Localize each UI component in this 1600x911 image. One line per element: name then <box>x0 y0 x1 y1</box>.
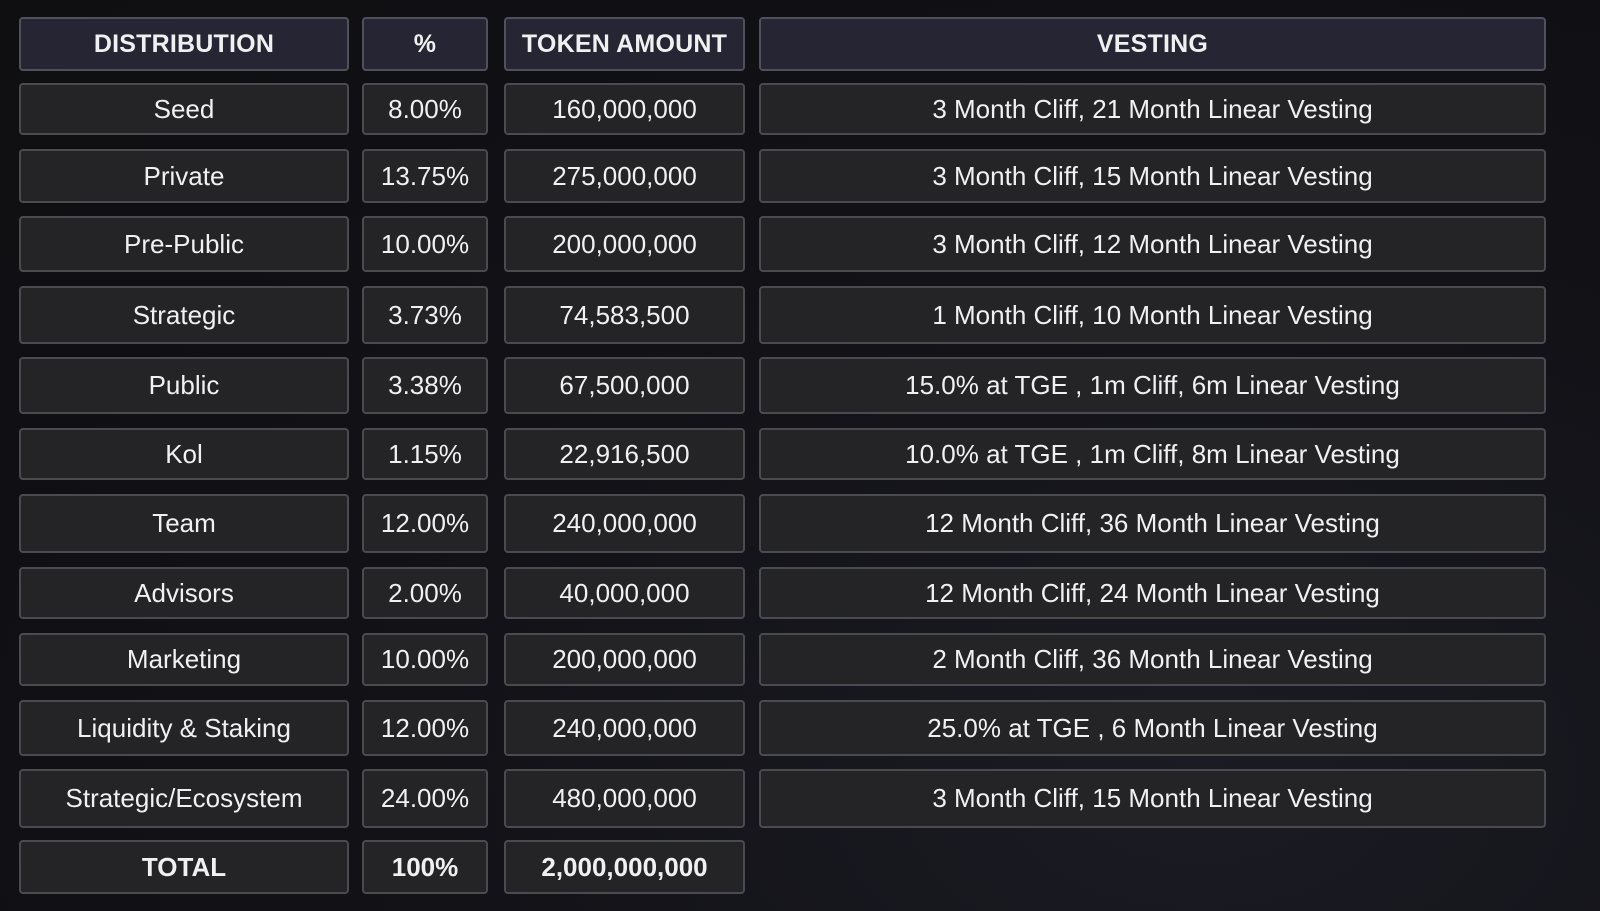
row-token-amount: 67,500,000 <box>504 357 745 414</box>
row-distribution: Pre-Public <box>19 216 349 272</box>
row-percent: 1.15% <box>362 428 488 480</box>
row-vesting: 12 Month Cliff, 24 Month Linear Vesting <box>759 567 1546 619</box>
row-token-amount: 275,000,000 <box>504 149 745 203</box>
row-vesting: 10.0% at TGE , 1m Cliff, 8m Linear Vesti… <box>759 428 1546 480</box>
row-vesting: 1 Month Cliff, 10 Month Linear Vesting <box>759 286 1546 344</box>
row-token-amount: 160,000,000 <box>504 83 745 135</box>
row-vesting: 3 Month Cliff, 12 Month Linear Vesting <box>759 216 1546 272</box>
header-distribution: DISTRIBUTION <box>19 17 349 71</box>
row-percent: 8.00% <box>362 83 488 135</box>
row-distribution: Seed <box>19 83 349 135</box>
row-percent: 24.00% <box>362 769 488 828</box>
total-token-amount: 2,000,000,000 <box>504 840 745 894</box>
row-distribution: Kol <box>19 428 349 480</box>
row-token-amount: 22,916,500 <box>504 428 745 480</box>
row-distribution: Private <box>19 149 349 203</box>
row-token-amount: 74,583,500 <box>504 286 745 344</box>
row-percent: 10.00% <box>362 216 488 272</box>
header-percent: % <box>362 17 488 71</box>
row-vesting: 3 Month Cliff, 15 Month Linear Vesting <box>759 769 1546 828</box>
row-vesting: 3 Month Cliff, 21 Month Linear Vesting <box>759 83 1546 135</box>
total-label: TOTAL <box>19 840 349 894</box>
row-percent: 10.00% <box>362 633 488 686</box>
row-vesting: 12 Month Cliff, 36 Month Linear Vesting <box>759 494 1546 553</box>
row-vesting: 2 Month Cliff, 36 Month Linear Vesting <box>759 633 1546 686</box>
header-token-amount: TOKEN AMOUNT <box>504 17 745 71</box>
row-distribution: Strategic/Ecosystem <box>19 769 349 828</box>
row-token-amount: 240,000,000 <box>504 700 745 756</box>
row-vesting: 15.0% at TGE , 1m Cliff, 6m Linear Vesti… <box>759 357 1546 414</box>
row-distribution: Advisors <box>19 567 349 619</box>
row-percent: 3.38% <box>362 357 488 414</box>
row-percent: 13.75% <box>362 149 488 203</box>
row-percent: 3.73% <box>362 286 488 344</box>
row-percent: 2.00% <box>362 567 488 619</box>
row-token-amount: 480,000,000 <box>504 769 745 828</box>
row-percent: 12.00% <box>362 494 488 553</box>
header-vesting: VESTING <box>759 17 1546 71</box>
row-token-amount: 200,000,000 <box>504 216 745 272</box>
row-token-amount: 40,000,000 <box>504 567 745 619</box>
row-distribution: Liquidity & Staking <box>19 700 349 756</box>
row-token-amount: 240,000,000 <box>504 494 745 553</box>
total-percent: 100% <box>362 840 488 894</box>
row-vesting: 25.0% at TGE , 6 Month Linear Vesting <box>759 700 1546 756</box>
row-distribution: Public <box>19 357 349 414</box>
row-vesting: 3 Month Cliff, 15 Month Linear Vesting <box>759 149 1546 203</box>
row-distribution: Marketing <box>19 633 349 686</box>
row-percent: 12.00% <box>362 700 488 756</box>
row-distribution: Strategic <box>19 286 349 344</box>
row-distribution: Team <box>19 494 349 553</box>
row-token-amount: 200,000,000 <box>504 633 745 686</box>
